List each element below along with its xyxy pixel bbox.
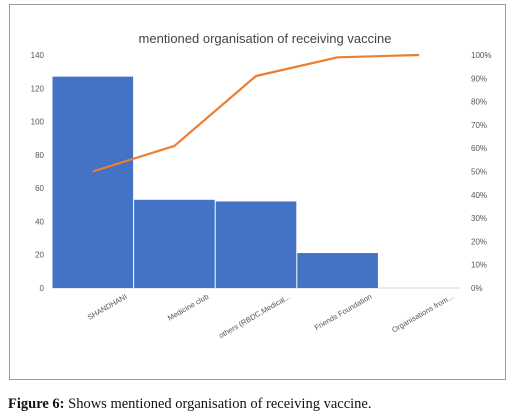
y2-tick-label: 0% [471, 284, 483, 293]
y2-tick-label: 50% [471, 168, 487, 177]
x-tick-label: Medicine club [166, 292, 210, 323]
y2-tick-label: 80% [471, 98, 487, 107]
caption-text: Shows mentioned organisation of receivin… [68, 396, 372, 412]
pareto-chart: mentioned organisation of receiving vacc… [31, 31, 492, 340]
y-tick-label: 140 [31, 51, 45, 60]
y2-tick-label: 60% [471, 144, 487, 153]
y2-tick-label: 30% [471, 214, 487, 223]
y2-tick-label: 90% [471, 74, 487, 83]
y-tick-label: 120 [31, 84, 45, 93]
x-tick-label: SHANDHANI [86, 292, 129, 322]
y-tick-label: 0 [40, 284, 45, 293]
bar [297, 253, 378, 288]
y-tick-label: 100 [31, 118, 45, 127]
figure-caption: Figure 6: Shows mentioned organisation o… [8, 396, 372, 413]
cumulative-line [92, 53, 420, 173]
caption-label: Figure 6: [8, 396, 65, 412]
y2-tick-label: 70% [471, 121, 487, 130]
y-tick-label: 40 [35, 217, 44, 226]
x-tick-label: Organisations from... [390, 292, 455, 335]
bar [52, 76, 134, 288]
x-tick-label: others (RBDC,Medical... [217, 292, 292, 340]
y-tick-label: 20 [35, 251, 44, 260]
y-axis-right: 0% 10% 20% 30% 40% 50% 60% 70% 80% 90% 100% [471, 51, 491, 293]
x-axis-labels: SHANDHANI Medicine club others (RBDC,Medic… [86, 292, 455, 340]
y2-tick-label: 20% [471, 237, 487, 246]
y-axis-left: 0 20 40 60 80 100 120 140 [31, 51, 45, 293]
chart-title: mentioned organisation of receiving vacc… [139, 31, 392, 46]
y2-tick-label: 40% [471, 191, 487, 200]
x-tick-label: Friends Foundation [313, 292, 373, 332]
chart-frame: mentioned organisation of receiving vacc… [9, 4, 506, 380]
bar [134, 199, 215, 288]
y-tick-label: 60 [35, 184, 44, 193]
bar [215, 201, 297, 288]
y2-tick-label: 100% [471, 51, 491, 60]
y-tick-label: 80 [35, 151, 44, 160]
y2-tick-label: 10% [471, 261, 487, 270]
bar-series [52, 76, 378, 288]
